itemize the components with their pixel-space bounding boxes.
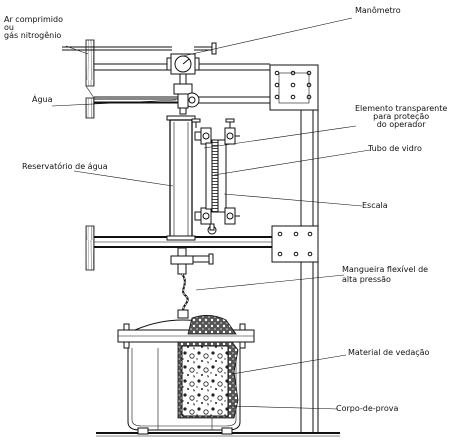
transparent-element-line-2: para proteção bbox=[373, 112, 430, 121]
sight-glass-assembly bbox=[191, 118, 240, 235]
flexible-hose-label: Mangueira flexível de alta pressão bbox=[342, 266, 428, 284]
water-label: Água bbox=[32, 95, 53, 104]
specimen bbox=[181, 345, 229, 417]
sealing-material-label: Material de vedação bbox=[348, 348, 430, 357]
right-frame-column bbox=[269, 64, 319, 432]
flexible-hose-line-1: Mangueira flexível de bbox=[342, 265, 429, 274]
specimen-label: Corpo-de-prova bbox=[336, 404, 399, 413]
manometer-assembly bbox=[166, 53, 200, 85]
gas-inlet-label-line-3: gás nitrogênio bbox=[4, 31, 62, 40]
flexible-hose bbox=[181, 273, 189, 313]
manometer-label: Manômetro bbox=[355, 6, 401, 15]
water-inlet-valve bbox=[94, 83, 200, 115]
water-reservoir bbox=[166, 115, 196, 241]
flexible-hose-line-2: alta pressão bbox=[342, 275, 391, 284]
transparent-element-label: Elemento transparente para proteção do o… bbox=[355, 105, 447, 129]
gas-inlet-label-line-2: ou bbox=[4, 23, 14, 32]
floor bbox=[96, 432, 340, 437]
gas-inlet-label-line-1: Ar comprimido bbox=[4, 15, 63, 24]
transparent-element-line-3: do operador bbox=[376, 120, 426, 129]
gas-inlet-pipe bbox=[62, 42, 217, 55]
gas-inlet-label: Ar comprimido ou gás nitrogênio bbox=[4, 16, 63, 40]
glass-tube-label: Tubo de vidro bbox=[368, 144, 422, 153]
leader-lines bbox=[51, 17, 371, 410]
test-cell bbox=[117, 309, 255, 435]
transparent-element-line-1: Elemento transparente bbox=[355, 104, 448, 113]
left-wall bbox=[85, 39, 95, 271]
water-reservoir-label: Reservatório de água bbox=[22, 162, 108, 171]
outlet-valve bbox=[170, 247, 214, 275]
scale-label: Escala bbox=[362, 201, 388, 210]
